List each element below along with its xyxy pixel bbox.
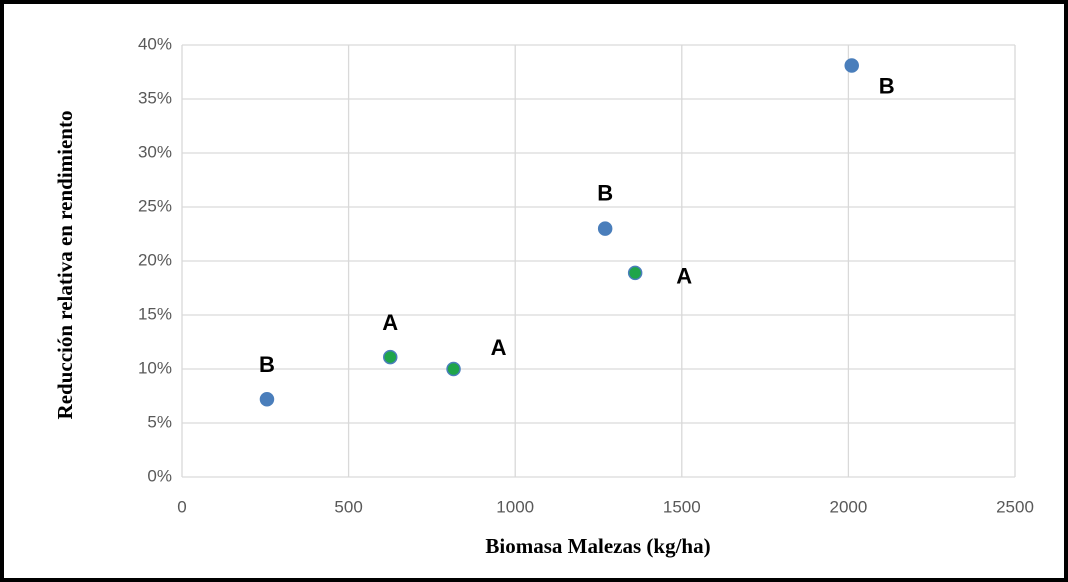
y-tick-label: 25% <box>138 196 172 215</box>
point-label: A <box>676 264 692 289</box>
point-label: A <box>382 310 398 335</box>
point <box>597 221 613 236</box>
point-label: A <box>491 335 507 360</box>
point-label: B <box>879 73 895 98</box>
point <box>446 361 461 377</box>
x-tick-label: 0 <box>177 497 186 516</box>
point <box>627 265 643 281</box>
y-tick-label: 40% <box>138 34 172 53</box>
point-label: B <box>597 180 613 205</box>
y-axis-title: Reducción relativa en rendimiento <box>53 111 77 420</box>
point <box>259 391 275 407</box>
y-tick-label: 0% <box>147 466 172 485</box>
point <box>844 58 859 73</box>
y-tick-label: 30% <box>138 142 172 161</box>
x-axis-title: Biomasa Malezas (kg/ha) <box>485 534 710 558</box>
point-label: B <box>259 352 275 377</box>
x-tick-label: 2500 <box>996 497 1034 516</box>
point <box>383 349 398 365</box>
x-tick-label: 1500 <box>663 497 701 516</box>
x-tick-label: 2000 <box>829 497 867 516</box>
y-tick-label: 20% <box>138 250 172 269</box>
y-tick-label: 15% <box>138 304 172 323</box>
x-tick-label: 500 <box>334 497 362 516</box>
x-tick-label: 1000 <box>496 497 534 516</box>
y-tick-label: 5% <box>147 412 172 431</box>
y-tick-label: 35% <box>138 88 172 107</box>
y-tick-label: 10% <box>138 358 172 377</box>
